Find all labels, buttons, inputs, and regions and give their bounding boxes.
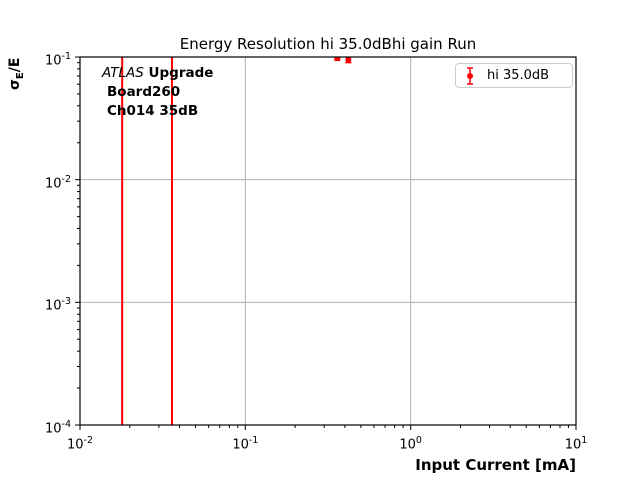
legend-label: hi 35.0dB: [487, 68, 550, 83]
legend: hi 35.0dB: [455, 63, 573, 88]
ylabel-subscript: E: [14, 72, 26, 80]
x-axis-label: Input Current [mA]: [415, 456, 576, 474]
annotation-line-1: ATLAS Upgrade: [102, 64, 213, 83]
y-tick-label: 10-4: [44, 419, 71, 437]
y-tick-label: 10-3: [44, 296, 71, 314]
x-tick-label: 10-1: [232, 435, 259, 453]
x-tick-label: 101: [564, 435, 588, 453]
legend-errorbar-icon: [467, 66, 473, 85]
y-tick-label: 10-1: [44, 51, 71, 69]
series-group: [334, 57, 352, 64]
y-tick-label: 10-2: [44, 173, 71, 191]
data-point: [345, 57, 352, 63]
annotation-line-3: Ch014 35dB: [107, 103, 199, 119]
annotation: ATLAS Upgrade Board260 Ch014 35dB: [102, 64, 213, 121]
annotation-upgrade: Upgrade: [143, 65, 214, 81]
chart-title: Energy Resolution hi 35.0dBhi gain Run: [179, 35, 477, 53]
axes-spines: [79, 56, 577, 426]
x-tick-label: 100: [399, 435, 422, 453]
ylabel-sigma: σ: [7, 79, 23, 90]
annotation-line-2: Board260: [107, 84, 181, 100]
x-tick-label: 10-2: [66, 435, 94, 453]
data-point: [334, 57, 341, 62]
annotation-atlas: ATLAS: [102, 65, 144, 81]
